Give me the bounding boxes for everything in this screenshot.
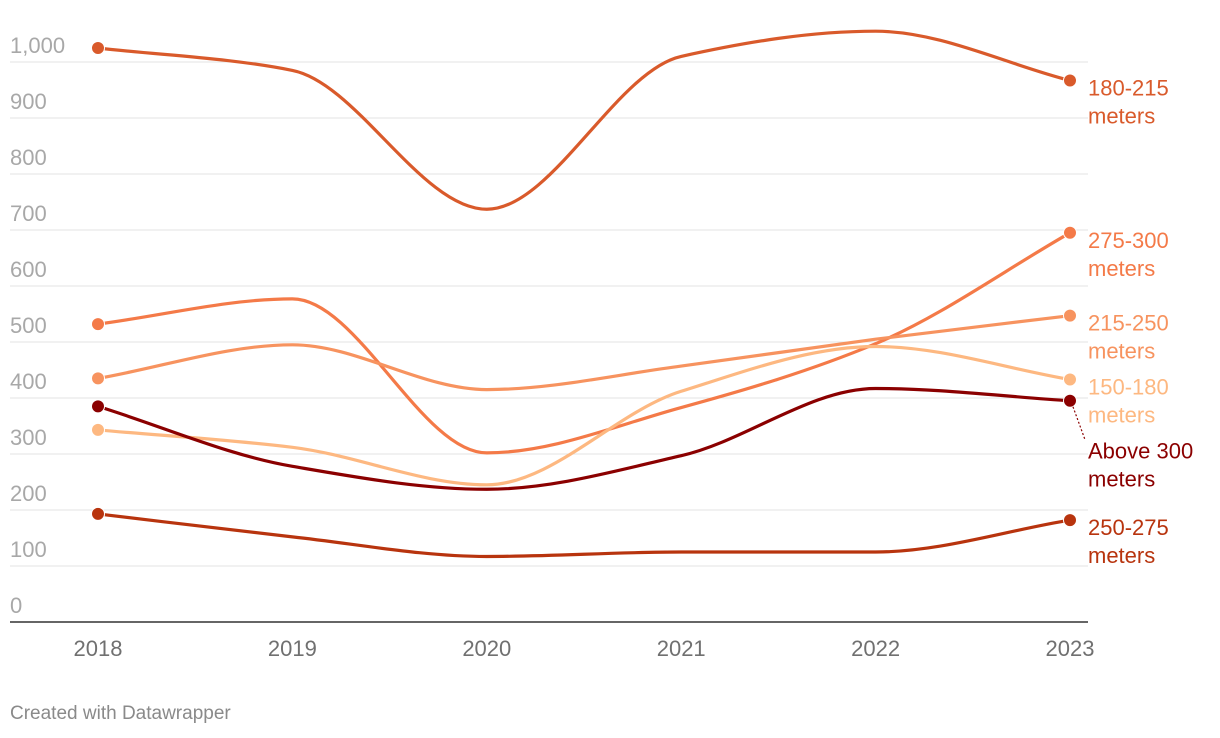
series-label: 150-180	[1088, 375, 1169, 400]
x-tick-label: 2023	[1046, 636, 1095, 661]
grid	[10, 61, 1088, 567]
series-label: meters	[1088, 543, 1155, 568]
series-point	[1063, 308, 1077, 323]
series-label: 180-215	[1088, 75, 1169, 100]
series-point	[1063, 393, 1077, 408]
series-line-2	[96, 314, 1072, 392]
series-label: 250-275	[1088, 515, 1169, 540]
series-point	[1063, 513, 1077, 528]
series-point	[91, 371, 105, 386]
series-line-1	[96, 231, 1072, 455]
series-label: meters	[1088, 467, 1155, 492]
label-connector	[1072, 406, 1086, 440]
series-label: meters	[1088, 403, 1155, 428]
series-label: Above 300	[1088, 439, 1193, 464]
series-points	[91, 41, 1077, 528]
series-point	[1063, 372, 1077, 387]
y-tick-label: 200	[10, 481, 47, 506]
series-label: meters	[1088, 103, 1155, 128]
series-label: 275-300	[1088, 228, 1169, 253]
series-point	[91, 317, 105, 332]
x-tick-label: 2022	[851, 636, 900, 661]
y-tick-label: 0	[10, 593, 22, 618]
x-tick-label: 2020	[462, 636, 511, 661]
series-point	[91, 422, 105, 437]
y-tick-label: 800	[10, 145, 47, 170]
series-label: meters	[1088, 339, 1155, 364]
y-axis: 0 100 200 300 400 500 600 700 800 900 1,000	[10, 33, 65, 618]
series-label: 215-250	[1088, 311, 1169, 336]
y-tick-label: 300	[10, 425, 47, 450]
y-tick-label: 600	[10, 257, 47, 282]
series-labels: 180-215 meters 275-300 meters 215-250 meters 1…	[1072, 75, 1193, 568]
y-tick-label: 900	[10, 89, 47, 114]
x-tick-label: 2018	[74, 636, 123, 661]
y-tick-label: 100	[10, 537, 47, 562]
x-tick-label: 2019	[268, 636, 317, 661]
series-line-5	[96, 512, 1072, 559]
series-point	[1063, 73, 1077, 88]
series-point	[91, 41, 105, 55]
y-tick-label: 400	[10, 369, 47, 394]
credit: Created with Datawrapper	[10, 703, 231, 724]
series-line-0	[96, 29, 1072, 211]
y-tick-label: 500	[10, 313, 47, 338]
series-lines	[96, 29, 1072, 559]
y-tick-label: 1,000	[10, 33, 65, 58]
series-line-3	[96, 344, 1072, 487]
x-axis: 2018 2019 2020 2021 2022 2023	[10, 621, 1095, 661]
series-line-4	[96, 386, 1072, 491]
series-point	[91, 399, 105, 414]
series-point	[1063, 225, 1077, 240]
series-label: meters	[1088, 256, 1155, 281]
y-tick-label: 700	[10, 201, 47, 226]
x-tick-label: 2021	[657, 636, 706, 661]
series-point	[91, 506, 105, 521]
